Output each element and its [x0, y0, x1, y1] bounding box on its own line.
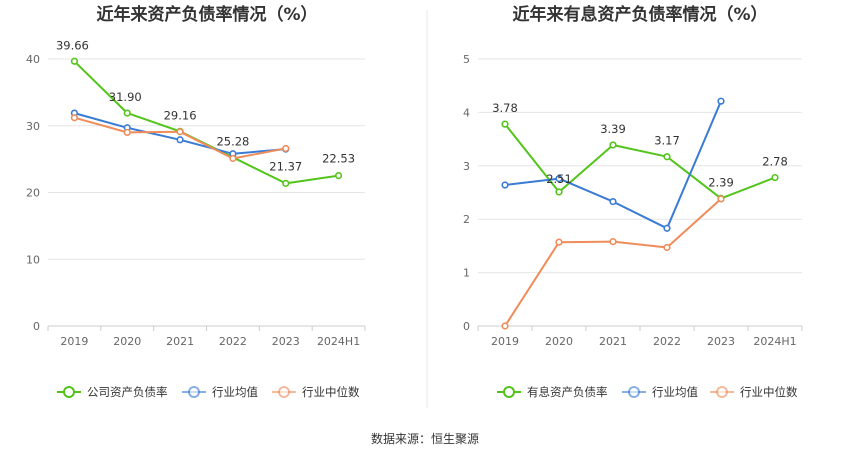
- chart1-series-point-3: [229, 154, 237, 163]
- chart1-y-tick-label: 10: [26, 253, 40, 266]
- chart2-y-tick-label: 3: [463, 160, 470, 173]
- chart2-series-point-2: [663, 224, 671, 232]
- chart1-data-label: 29.16: [164, 108, 197, 122]
- chart1-legend-label: 行业中位数: [302, 385, 360, 399]
- chart2-data-label: 3.39: [600, 122, 626, 136]
- chart2-title: 近年来有息资产负债率情况（%）: [512, 4, 767, 25]
- chart2-series-point-2: [609, 197, 617, 206]
- chart1-series-point-3: [70, 114, 79, 122]
- chart1-x-tick-label: 2019: [60, 335, 88, 348]
- chart2-series-point-1: [663, 153, 671, 161]
- chart2-x-tick-label: 2024H1: [753, 335, 796, 348]
- chart1-series-point-1: [123, 109, 131, 117]
- chart2-series-point-1: [555, 188, 563, 196]
- chart2-legend-swatch-marker: [716, 386, 728, 398]
- chart1-legend-swatch-marker: [278, 386, 290, 398]
- chart1-data-label: 21.37: [269, 159, 302, 173]
- chart2-series-point-3: [555, 238, 563, 246]
- chart1-legend-label: 行业均值: [212, 385, 258, 399]
- chart1-y-tick-label: 40: [26, 53, 40, 66]
- chart2-x-tick-label: 2021: [599, 335, 627, 348]
- chart1-series-point-1: [282, 179, 290, 187]
- chart2-legend-swatch-marker: [503, 386, 515, 398]
- chart2-data-label: 2.51: [546, 172, 572, 186]
- chart1-data-label: 25.28: [216, 134, 249, 148]
- chart1-y-tick-label: 30: [26, 120, 40, 133]
- chart2-series-point-3: [717, 195, 725, 203]
- chart2-y-tick-label: 0: [463, 320, 470, 333]
- chart2-series-point-3: [663, 243, 671, 252]
- chart1-legend-swatch-marker: [188, 386, 200, 398]
- chart1-x-tick-label: 2021: [166, 335, 194, 348]
- chart2-x-tick-label: 2022: [653, 335, 681, 348]
- chart1-y-tick-label: 20: [26, 187, 40, 200]
- chart2-y-tick-label: 4: [463, 106, 470, 119]
- chart1-data-label: 39.66: [56, 38, 89, 52]
- chart2-data-label: 2.39: [708, 175, 734, 189]
- chart2-x-tick-label: 2020: [545, 335, 573, 348]
- chart2-series-line-3: [504, 198, 722, 327]
- chart2-y-tick-label: 5: [463, 53, 470, 66]
- chart1-series-point-1: [334, 172, 343, 180]
- chart1-x-tick-label: 2024H1: [317, 335, 360, 348]
- chart1-title: 近年来资产负债率情况（%）: [96, 4, 317, 25]
- chart1-legend-label: 公司资产负债率: [87, 385, 168, 399]
- source-label: 数据来源：恒生聚源: [371, 431, 479, 446]
- chart2-series-point-3: [609, 238, 617, 246]
- chart2-series-line-1: [504, 123, 776, 200]
- chart1-x-tick-label: 2020: [113, 335, 141, 348]
- chart1-series-point-3: [123, 128, 131, 137]
- chart1-series-point-3: [282, 144, 290, 153]
- chart2-series-point-3: [501, 322, 509, 330]
- chart2-legend-label: 行业中位数: [740, 385, 798, 399]
- chart1-series-point-3: [176, 128, 184, 136]
- chart1-series-point-1: [70, 57, 79, 65]
- chart1-x-tick-label: 2023: [272, 335, 300, 348]
- chart1-y-tick-label: 0: [33, 320, 40, 333]
- chart2-series-point-2: [717, 97, 725, 105]
- chart2-data-label: 3.17: [654, 134, 680, 148]
- chart2-legend-label: 行业均值: [652, 385, 698, 399]
- chart2-y-tick-label: 2: [463, 213, 470, 226]
- chart2-data-label: 3.78: [492, 101, 518, 115]
- chart1-series-point-2: [176, 136, 184, 144]
- chart2-series-point-1: [771, 173, 779, 182]
- chart2-y-tick-label: 1: [463, 267, 470, 280]
- chart2-legend-swatch-marker: [628, 386, 640, 398]
- chart2-data-label: 2.78: [762, 155, 788, 169]
- chart2-x-tick-label: 2019: [491, 335, 519, 348]
- chart1-data-label: 22.53: [322, 152, 355, 166]
- chart2-series-point-2: [555, 175, 563, 183]
- chart2-series-point-1: [609, 141, 617, 149]
- chart2-x-tick-label: 2023: [707, 335, 735, 348]
- chart2-series-point-2: [501, 181, 509, 189]
- chart1-x-tick-label: 2022: [219, 335, 247, 348]
- chart1-data-label: 31.90: [109, 90, 142, 104]
- chart1-legend-swatch-marker: [63, 386, 75, 398]
- chart2-series-point-1: [501, 120, 509, 128]
- chart2-legend-label: 有息资产负债率: [527, 385, 608, 399]
